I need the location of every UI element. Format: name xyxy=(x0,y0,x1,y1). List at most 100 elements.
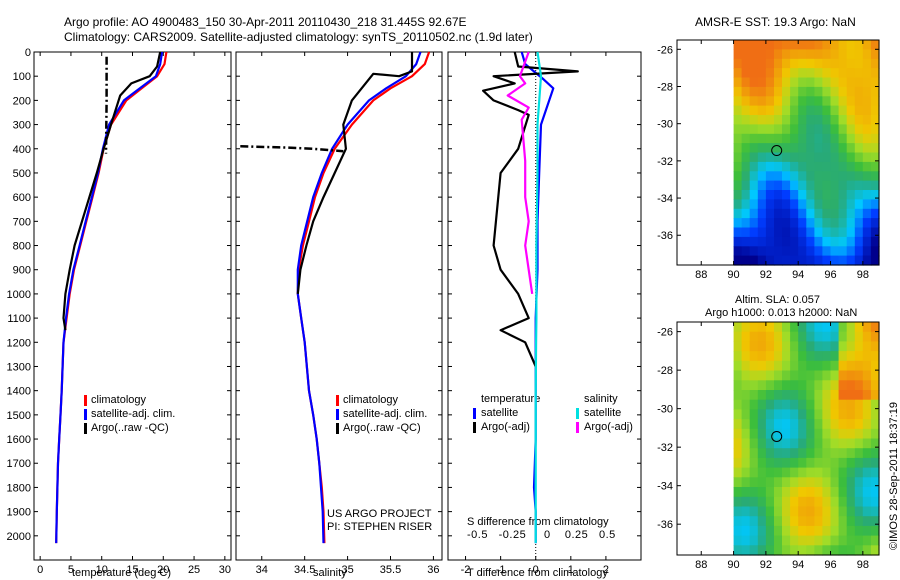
sst-map-cell xyxy=(830,143,840,154)
sst-map-cell xyxy=(830,218,840,229)
sst-map-cell xyxy=(741,133,751,144)
depth-tick-label: 1400 xyxy=(7,386,31,398)
sla-map-cell xyxy=(854,341,864,352)
sla-map-cell xyxy=(870,360,880,372)
sst-map-cell xyxy=(798,255,807,266)
sla-map-cell xyxy=(749,419,759,430)
sla-map-cell xyxy=(749,467,759,478)
sst-map-cell xyxy=(757,96,767,107)
sla-map-cell xyxy=(774,399,783,410)
sla-map-cell xyxy=(741,535,751,546)
sst-map-cell xyxy=(749,86,759,97)
depth-tick-label: 1100 xyxy=(7,313,31,325)
sst-map-cell xyxy=(765,255,775,266)
sst-map-cell xyxy=(838,171,848,182)
sla-map-cell xyxy=(774,380,783,391)
legend-swatch-climatology xyxy=(84,395,87,406)
sla-map-cell xyxy=(862,390,872,401)
sla-map-cell xyxy=(806,419,815,430)
sla-map-cell xyxy=(806,467,815,478)
difference-series-temperature-argo-adj- xyxy=(482,51,579,367)
sla-map-cell xyxy=(814,370,824,381)
sst-map-cell xyxy=(822,199,832,210)
sla-map-cell xyxy=(822,380,832,391)
sst-map-cell xyxy=(870,227,880,238)
sst-map-cell xyxy=(846,236,856,247)
sst-map-cell xyxy=(854,86,864,97)
sst-map-lat-label: -28 xyxy=(657,81,673,93)
sla-map-cell xyxy=(806,506,815,517)
sla-map-cell xyxy=(822,496,832,508)
sla-map-cell xyxy=(806,516,815,527)
salinity-axis-label: salinity xyxy=(313,567,347,579)
sst-map-cell xyxy=(846,255,856,266)
sla-map-cell xyxy=(838,525,848,537)
sst-map-cell xyxy=(749,68,759,79)
sst-map-cell xyxy=(862,171,872,182)
sst-map-cell xyxy=(749,236,759,247)
sst-map-cell xyxy=(741,105,751,116)
sst-map-cell xyxy=(822,161,832,172)
sla-map-cell xyxy=(757,351,767,362)
sla-map-cell xyxy=(741,351,751,362)
sla-map-cell xyxy=(814,525,824,537)
sla-map-cell xyxy=(741,545,751,556)
sst-map-frame xyxy=(676,39,880,266)
sla-map-cell xyxy=(814,390,824,401)
sla-map-cell xyxy=(870,506,880,517)
legend-swatch-satellite xyxy=(84,409,87,420)
sla-map-cell xyxy=(733,341,743,352)
sla-map-cell xyxy=(757,525,767,537)
sla-map-cell xyxy=(782,360,791,372)
sst-map-cell xyxy=(774,246,783,257)
sst-map-cell xyxy=(854,68,864,79)
sla-map-cell xyxy=(846,535,856,546)
sla-map-cell xyxy=(854,525,864,537)
sla-map-cell xyxy=(782,428,791,440)
sst-map-cell xyxy=(798,105,807,116)
legend-climatology: climatology xyxy=(343,394,399,406)
sst-map-cell xyxy=(765,208,775,219)
sla-map-cell xyxy=(814,380,824,391)
sla-map-cell xyxy=(782,351,791,362)
sst-map-cell xyxy=(814,143,824,154)
sla-map-cell xyxy=(806,487,815,498)
sst-map-cell xyxy=(822,77,832,88)
sla-map-cell xyxy=(822,428,832,440)
sst-map-cell xyxy=(846,161,856,172)
sla-map-cell xyxy=(822,506,832,517)
difference-series-salinity-argo-adj- xyxy=(506,51,534,295)
sst-map-cell xyxy=(782,208,791,219)
sst-map-cell xyxy=(733,161,743,172)
sst-map-cell xyxy=(814,152,824,163)
sst-map-cell xyxy=(741,255,751,266)
sst-map-cell xyxy=(765,124,775,135)
sla-map-cell xyxy=(854,322,864,333)
legend-swatch-argo xyxy=(84,423,87,434)
sla-map-cell xyxy=(846,428,856,440)
sst-map-cell xyxy=(733,171,743,182)
sst-map-cell xyxy=(774,199,783,210)
sla-map-cell xyxy=(774,516,783,527)
sst-map-cell xyxy=(806,236,815,247)
sla-map-cell xyxy=(846,496,856,508)
sla-map-cell xyxy=(749,487,759,498)
sst-map-cell xyxy=(782,68,791,79)
sst-map-cell xyxy=(757,190,767,200)
sst-map-cell xyxy=(846,115,856,125)
sla-map-cell xyxy=(846,331,856,342)
sla-map-cell xyxy=(741,525,751,537)
sst-map-cell xyxy=(838,161,848,172)
sla-map-cell xyxy=(846,351,856,362)
sst-map-cell xyxy=(733,77,743,88)
sla-map-cell xyxy=(830,487,840,498)
sla-map-cell xyxy=(870,516,880,527)
sla-map-cell xyxy=(814,516,824,527)
sst-map-cell xyxy=(757,143,767,154)
sst-map-cell xyxy=(846,133,856,144)
sst-map-cell xyxy=(765,199,775,210)
sla-map-cell xyxy=(774,331,783,342)
sla-map-cell xyxy=(782,506,791,517)
sst-map-cell xyxy=(838,96,848,107)
sst-map-cell xyxy=(765,58,775,69)
